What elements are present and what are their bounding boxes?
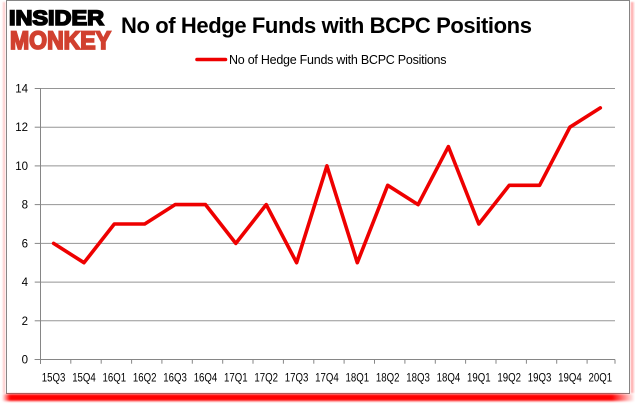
svg-text:18Q3: 18Q3 xyxy=(406,372,430,384)
svg-text:14: 14 xyxy=(15,84,28,96)
svg-text:19Q1: 19Q1 xyxy=(467,372,491,384)
svg-text:19Q2: 19Q2 xyxy=(497,372,521,384)
svg-text:4: 4 xyxy=(22,277,29,289)
svg-text:2: 2 xyxy=(22,316,28,328)
svg-text:18Q4: 18Q4 xyxy=(437,372,461,384)
svg-text:0: 0 xyxy=(22,355,28,367)
svg-text:17Q4: 17Q4 xyxy=(315,372,339,384)
svg-text:6: 6 xyxy=(22,238,28,250)
svg-text:12: 12 xyxy=(15,122,28,134)
svg-text:16Q2: 16Q2 xyxy=(133,372,157,384)
svg-text:10: 10 xyxy=(15,161,28,173)
svg-text:MONKEY: MONKEY xyxy=(10,27,111,55)
svg-text:17Q2: 17Q2 xyxy=(254,372,278,384)
svg-text:18Q1: 18Q1 xyxy=(346,372,370,384)
svg-text:19Q3: 19Q3 xyxy=(528,372,552,384)
svg-text:20Q1: 20Q1 xyxy=(589,372,613,384)
svg-text:16Q3: 16Q3 xyxy=(163,372,187,384)
svg-text:16Q4: 16Q4 xyxy=(194,372,218,384)
svg-text:8: 8 xyxy=(22,200,28,212)
svg-text:15Q4: 15Q4 xyxy=(72,372,96,384)
svg-text:19Q4: 19Q4 xyxy=(558,372,582,384)
svg-text:17Q1: 17Q1 xyxy=(224,372,248,384)
svg-text:18Q2: 18Q2 xyxy=(376,372,400,384)
svg-text:16Q1: 16Q1 xyxy=(103,372,127,384)
svg-text:INSIDER: INSIDER xyxy=(9,7,104,30)
svg-text:17Q3: 17Q3 xyxy=(285,372,309,384)
svg-text:15Q3: 15Q3 xyxy=(42,372,66,384)
